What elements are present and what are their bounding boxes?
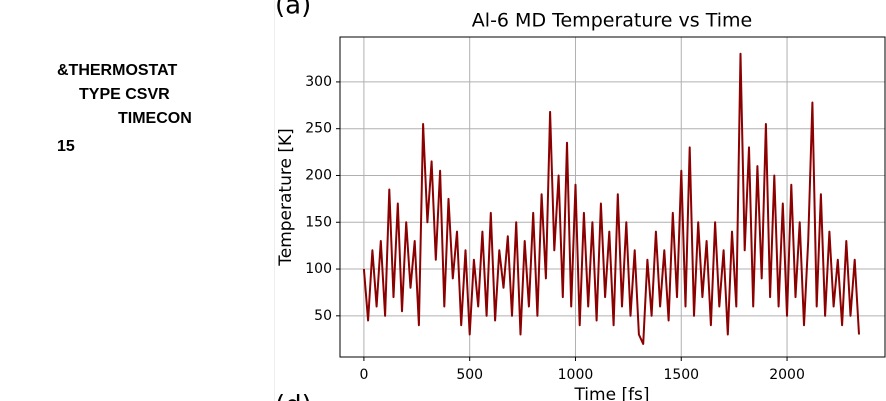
y-tick-label: 150 bbox=[305, 214, 332, 230]
side-panel: &THERMOSTAT TYPE CSVR TIMECON 15 bbox=[0, 0, 275, 401]
code-line: 15 bbox=[57, 138, 75, 155]
data-line bbox=[362, 52, 860, 345]
panel-label: (a) bbox=[275, 0, 311, 21]
y-tick-label: 300 bbox=[305, 74, 332, 90]
code-line: &THERMOSTAT bbox=[57, 62, 178, 79]
y-tick-label: 200 bbox=[305, 167, 332, 183]
y-tick-label: 50 bbox=[314, 308, 332, 324]
x-tick-label: 1000 bbox=[558, 367, 594, 383]
y-tick-label: 250 bbox=[305, 121, 332, 137]
x-tick-label: 1500 bbox=[663, 367, 699, 383]
code-line: TYPE CSVR bbox=[79, 86, 170, 103]
panel-label: (d) bbox=[275, 391, 312, 401]
code-line: TIMECON bbox=[118, 110, 192, 127]
y-tick-label: 100 bbox=[305, 261, 332, 277]
y-axis-label: Temperature [K] bbox=[276, 128, 296, 267]
x-axis-label: Time [fs] bbox=[573, 385, 649, 401]
chart-title: Al-6 MD Temperature vs Time bbox=[472, 10, 752, 32]
x-tick-label: 0 bbox=[359, 367, 368, 383]
x-tick-label: 500 bbox=[456, 367, 483, 383]
plot-frame bbox=[339, 36, 886, 358]
x-tick-label: 2000 bbox=[769, 367, 805, 383]
